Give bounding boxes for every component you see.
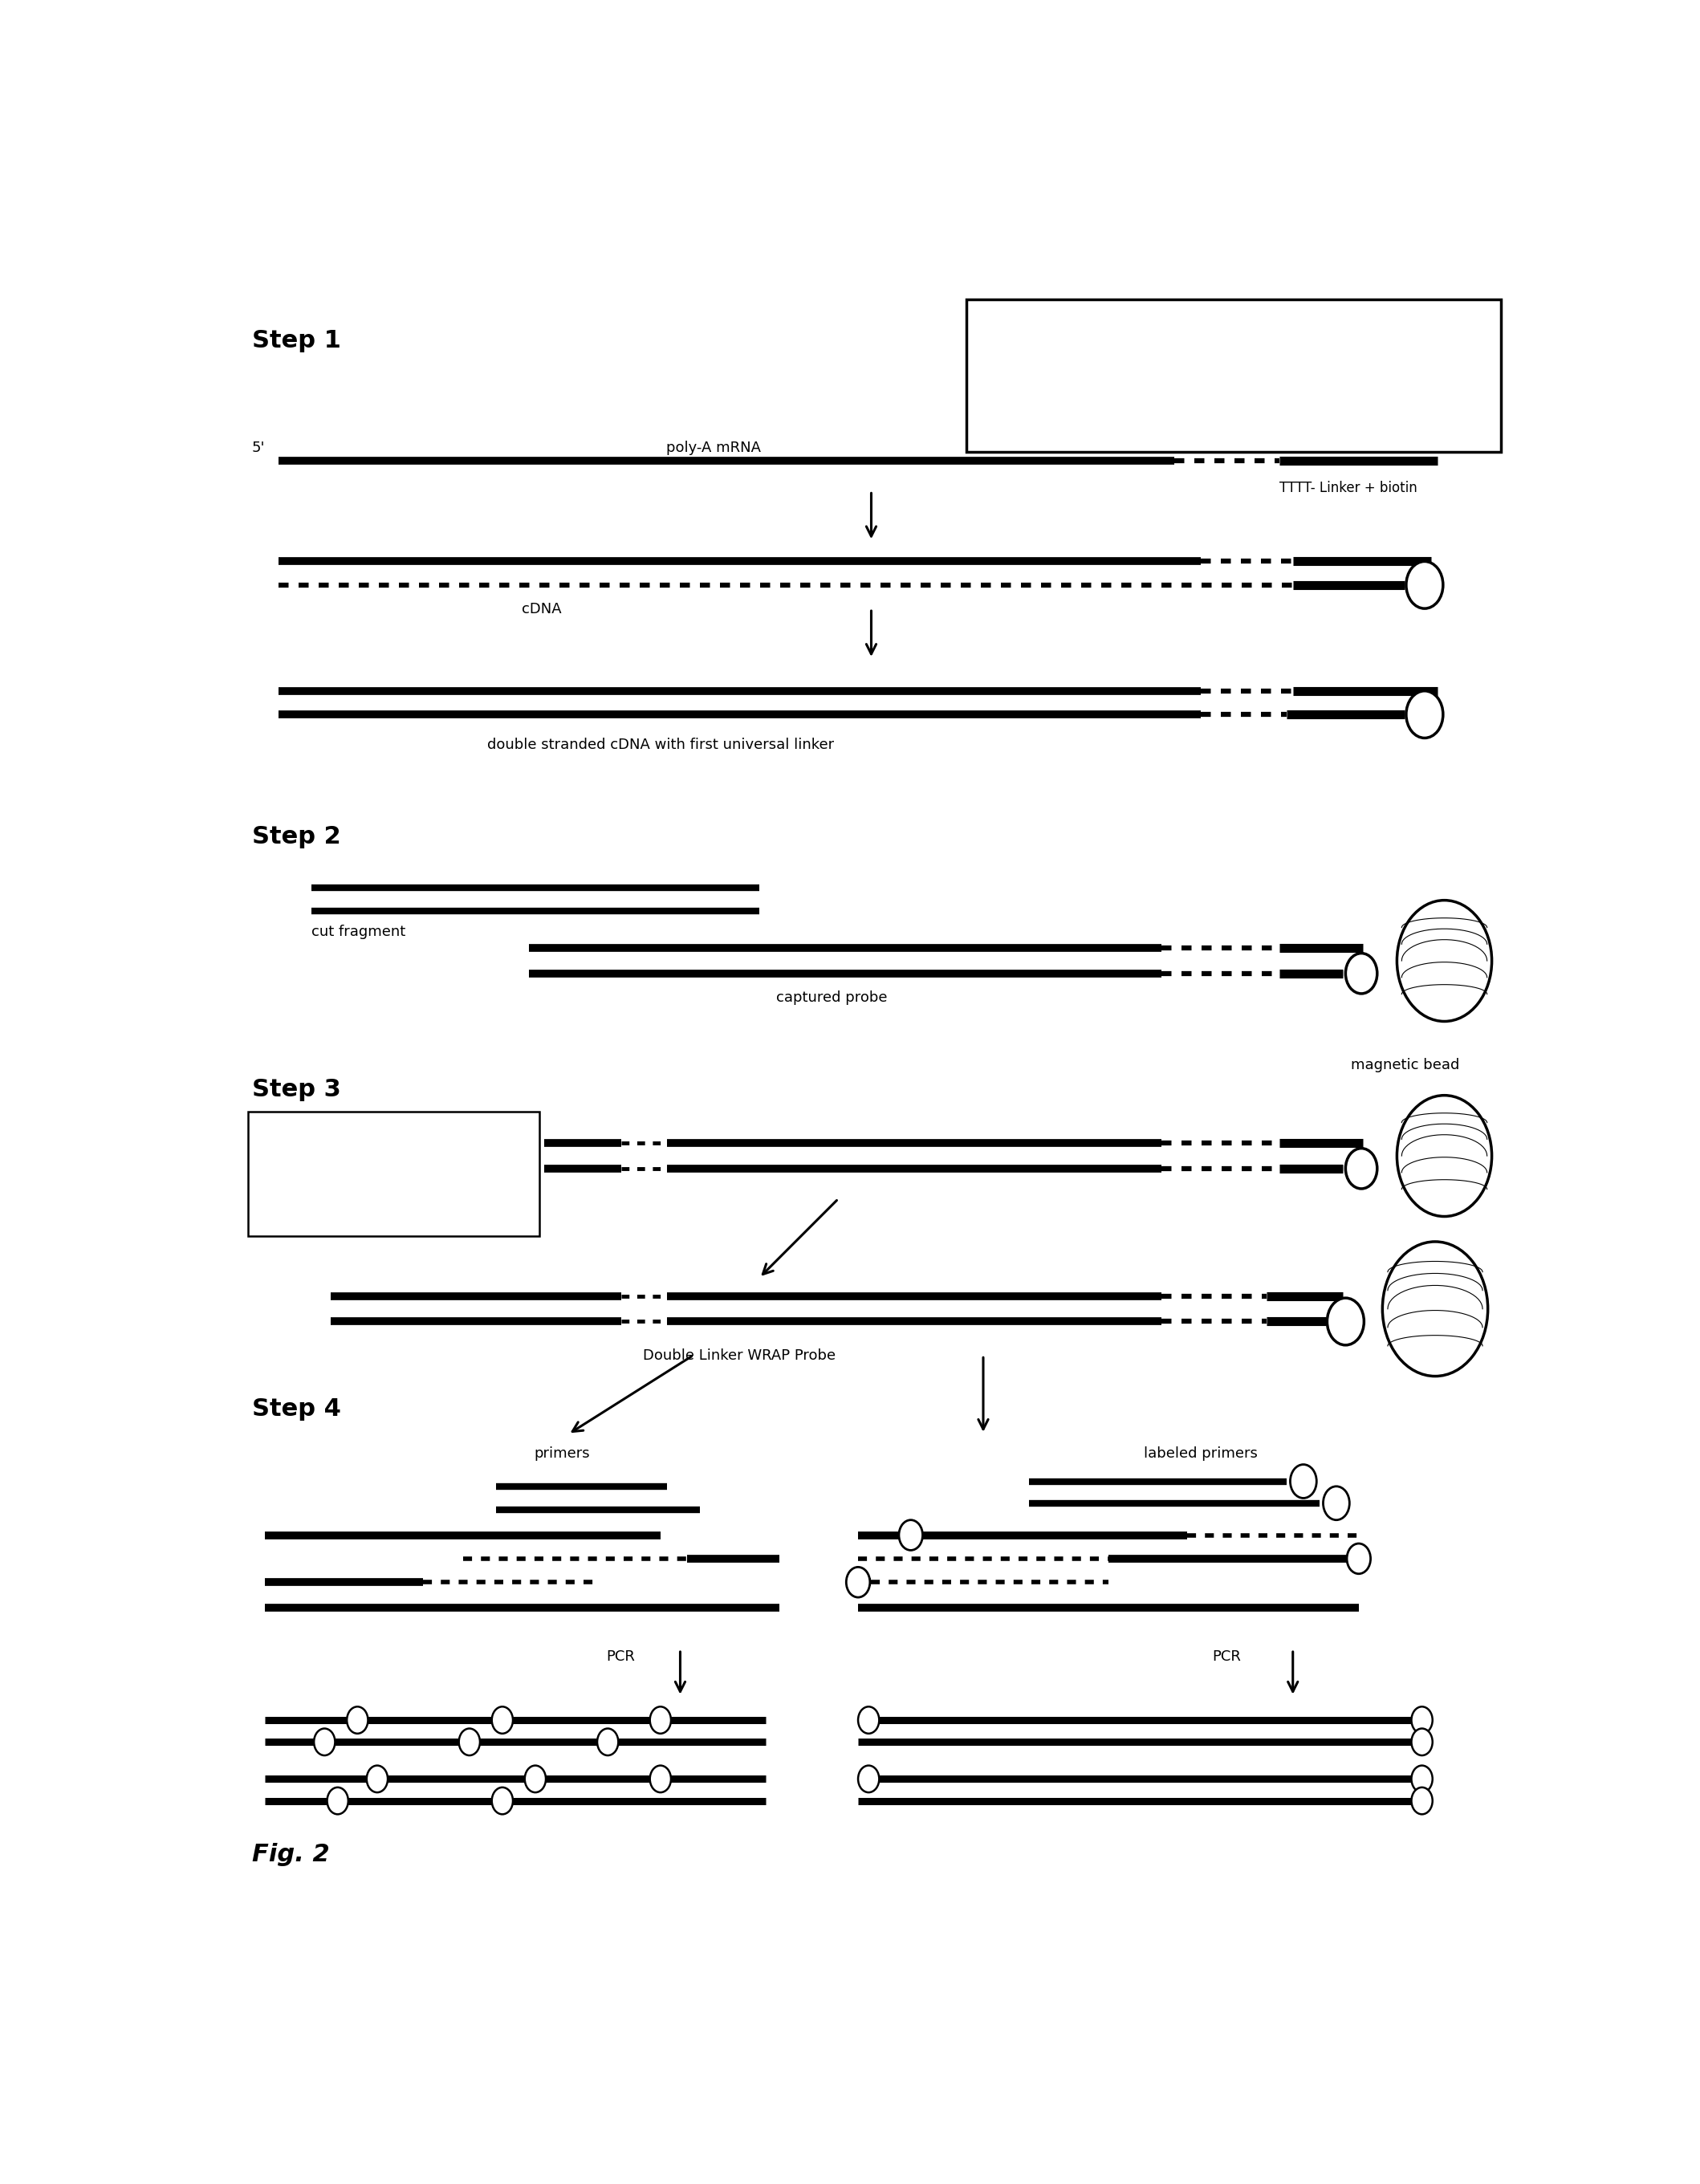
Text: Linker + overhang: Linker + overhang	[265, 1129, 384, 1142]
Circle shape	[1397, 1096, 1493, 1216]
Text: labeled primers: labeled primers	[1144, 1446, 1258, 1461]
Circle shape	[326, 1787, 348, 1815]
Text: Modified Poly-T Primer: Modified Poly-T Primer	[989, 391, 1151, 406]
Circle shape	[858, 1765, 879, 1793]
Circle shape	[858, 1706, 879, 1734]
Text: (with biotin): (with biotin)	[1069, 419, 1156, 432]
Circle shape	[1411, 1706, 1433, 1734]
Text: Double Linker WRAP Probe: Double Linker WRAP Probe	[643, 1348, 836, 1363]
Circle shape	[525, 1765, 546, 1793]
Circle shape	[1411, 1765, 1433, 1793]
Text: magnetic bead: magnetic bead	[1350, 1057, 1459, 1072]
Text: poly-A mRNA: poly-A mRNA	[666, 441, 760, 456]
Text: Fig. 2: Fig. 2	[252, 1843, 330, 1865]
Text: Step 2: Step 2	[252, 826, 342, 850]
Circle shape	[1300, 345, 1338, 391]
Text: Step 3: Step 3	[252, 1077, 342, 1101]
Circle shape	[1323, 1487, 1350, 1520]
Text: 5': 5'	[1346, 360, 1358, 376]
Circle shape	[459, 1728, 479, 1756]
Circle shape	[1411, 1787, 1433, 1815]
Text: TTTT- Linker + biotin: TTTT- Linker + biotin	[1280, 480, 1418, 496]
Text: primers: primers	[534, 1446, 590, 1461]
Circle shape	[367, 1765, 388, 1793]
Text: double stranded cDNA with first universal linker: double stranded cDNA with first universa…	[486, 738, 835, 753]
Circle shape	[1397, 900, 1493, 1022]
Circle shape	[491, 1787, 513, 1815]
Circle shape	[1406, 690, 1443, 738]
Text: Step 4: Step 4	[252, 1398, 342, 1420]
Text: cut fragment: cut fragment	[311, 924, 405, 939]
Text: PCR: PCR	[607, 1649, 636, 1664]
Text: AAAA: AAAA	[1182, 441, 1222, 456]
Text: 5': 5'	[252, 441, 265, 456]
Circle shape	[649, 1765, 672, 1793]
Circle shape	[1328, 1297, 1363, 1345]
Text: Step 1: Step 1	[252, 330, 342, 352]
Circle shape	[347, 1706, 367, 1734]
Text: captured probe: captured probe	[777, 989, 887, 1005]
Circle shape	[597, 1728, 619, 1756]
Circle shape	[899, 1520, 923, 1551]
Circle shape	[1346, 1544, 1370, 1575]
Circle shape	[847, 1568, 870, 1597]
FancyBboxPatch shape	[966, 299, 1501, 452]
Circle shape	[1406, 561, 1443, 609]
Circle shape	[1346, 952, 1377, 994]
Circle shape	[491, 1706, 513, 1734]
Text: PCR: PCR	[1212, 1649, 1241, 1664]
Circle shape	[314, 1728, 335, 1756]
Text: cDNA: cDNA	[522, 603, 561, 616]
Text: TTTTT- linker: TTTTT- linker	[989, 317, 1081, 332]
Circle shape	[1411, 1728, 1433, 1756]
FancyBboxPatch shape	[248, 1112, 539, 1236]
Circle shape	[1382, 1243, 1488, 1376]
Text: Specific Adapter: Specific Adapter	[265, 1208, 371, 1219]
Circle shape	[649, 1706, 672, 1734]
Circle shape	[1346, 1149, 1377, 1188]
Circle shape	[1290, 1465, 1316, 1498]
